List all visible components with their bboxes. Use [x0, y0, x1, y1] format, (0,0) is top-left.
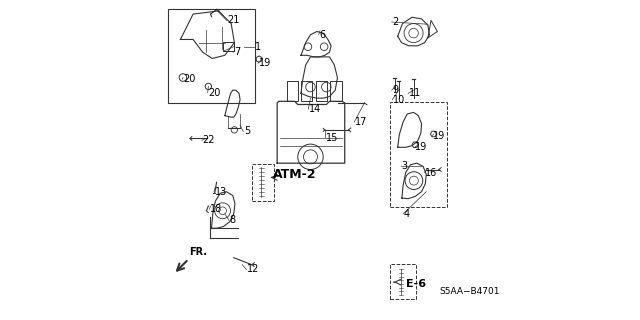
Text: 13: 13	[214, 187, 227, 197]
Text: FR.: FR.	[189, 247, 207, 257]
Bar	[390, 264, 417, 299]
Text: 19: 19	[259, 58, 271, 68]
Text: 1: 1	[255, 42, 261, 52]
Text: ATM-2: ATM-2	[273, 168, 317, 181]
Text: 3: 3	[401, 161, 407, 171]
Bar	[252, 164, 274, 201]
Bar	[287, 81, 298, 101]
Text: 16: 16	[426, 168, 438, 178]
Bar	[168, 9, 255, 103]
Text: 5: 5	[244, 126, 250, 136]
Text: 18: 18	[210, 204, 222, 214]
Text: 6: 6	[319, 30, 326, 40]
Bar	[330, 81, 342, 101]
Text: 17: 17	[355, 117, 367, 127]
Bar	[301, 81, 312, 101]
Text: 19: 19	[415, 142, 428, 152]
Text: 20: 20	[183, 74, 195, 84]
Bar	[223, 42, 234, 51]
Text: 14: 14	[309, 104, 321, 114]
Text: 19: 19	[433, 131, 445, 141]
Bar	[316, 81, 327, 101]
Text: 10: 10	[393, 95, 405, 105]
Text: 8: 8	[230, 215, 236, 225]
Text: 12: 12	[247, 264, 259, 275]
Text: 7: 7	[234, 47, 240, 57]
Text: 21: 21	[227, 15, 240, 25]
Text: 9: 9	[392, 85, 399, 95]
Text: E-6: E-6	[406, 279, 426, 289]
Text: 2: 2	[392, 17, 399, 27]
Text: 15: 15	[326, 133, 339, 143]
Text: 20: 20	[209, 88, 221, 98]
Text: 11: 11	[409, 88, 421, 98]
Text: 22: 22	[203, 135, 215, 145]
Bar	[390, 102, 447, 207]
Text: S5AA−B4701: S5AA−B4701	[439, 287, 500, 296]
Text: 4: 4	[403, 209, 410, 219]
